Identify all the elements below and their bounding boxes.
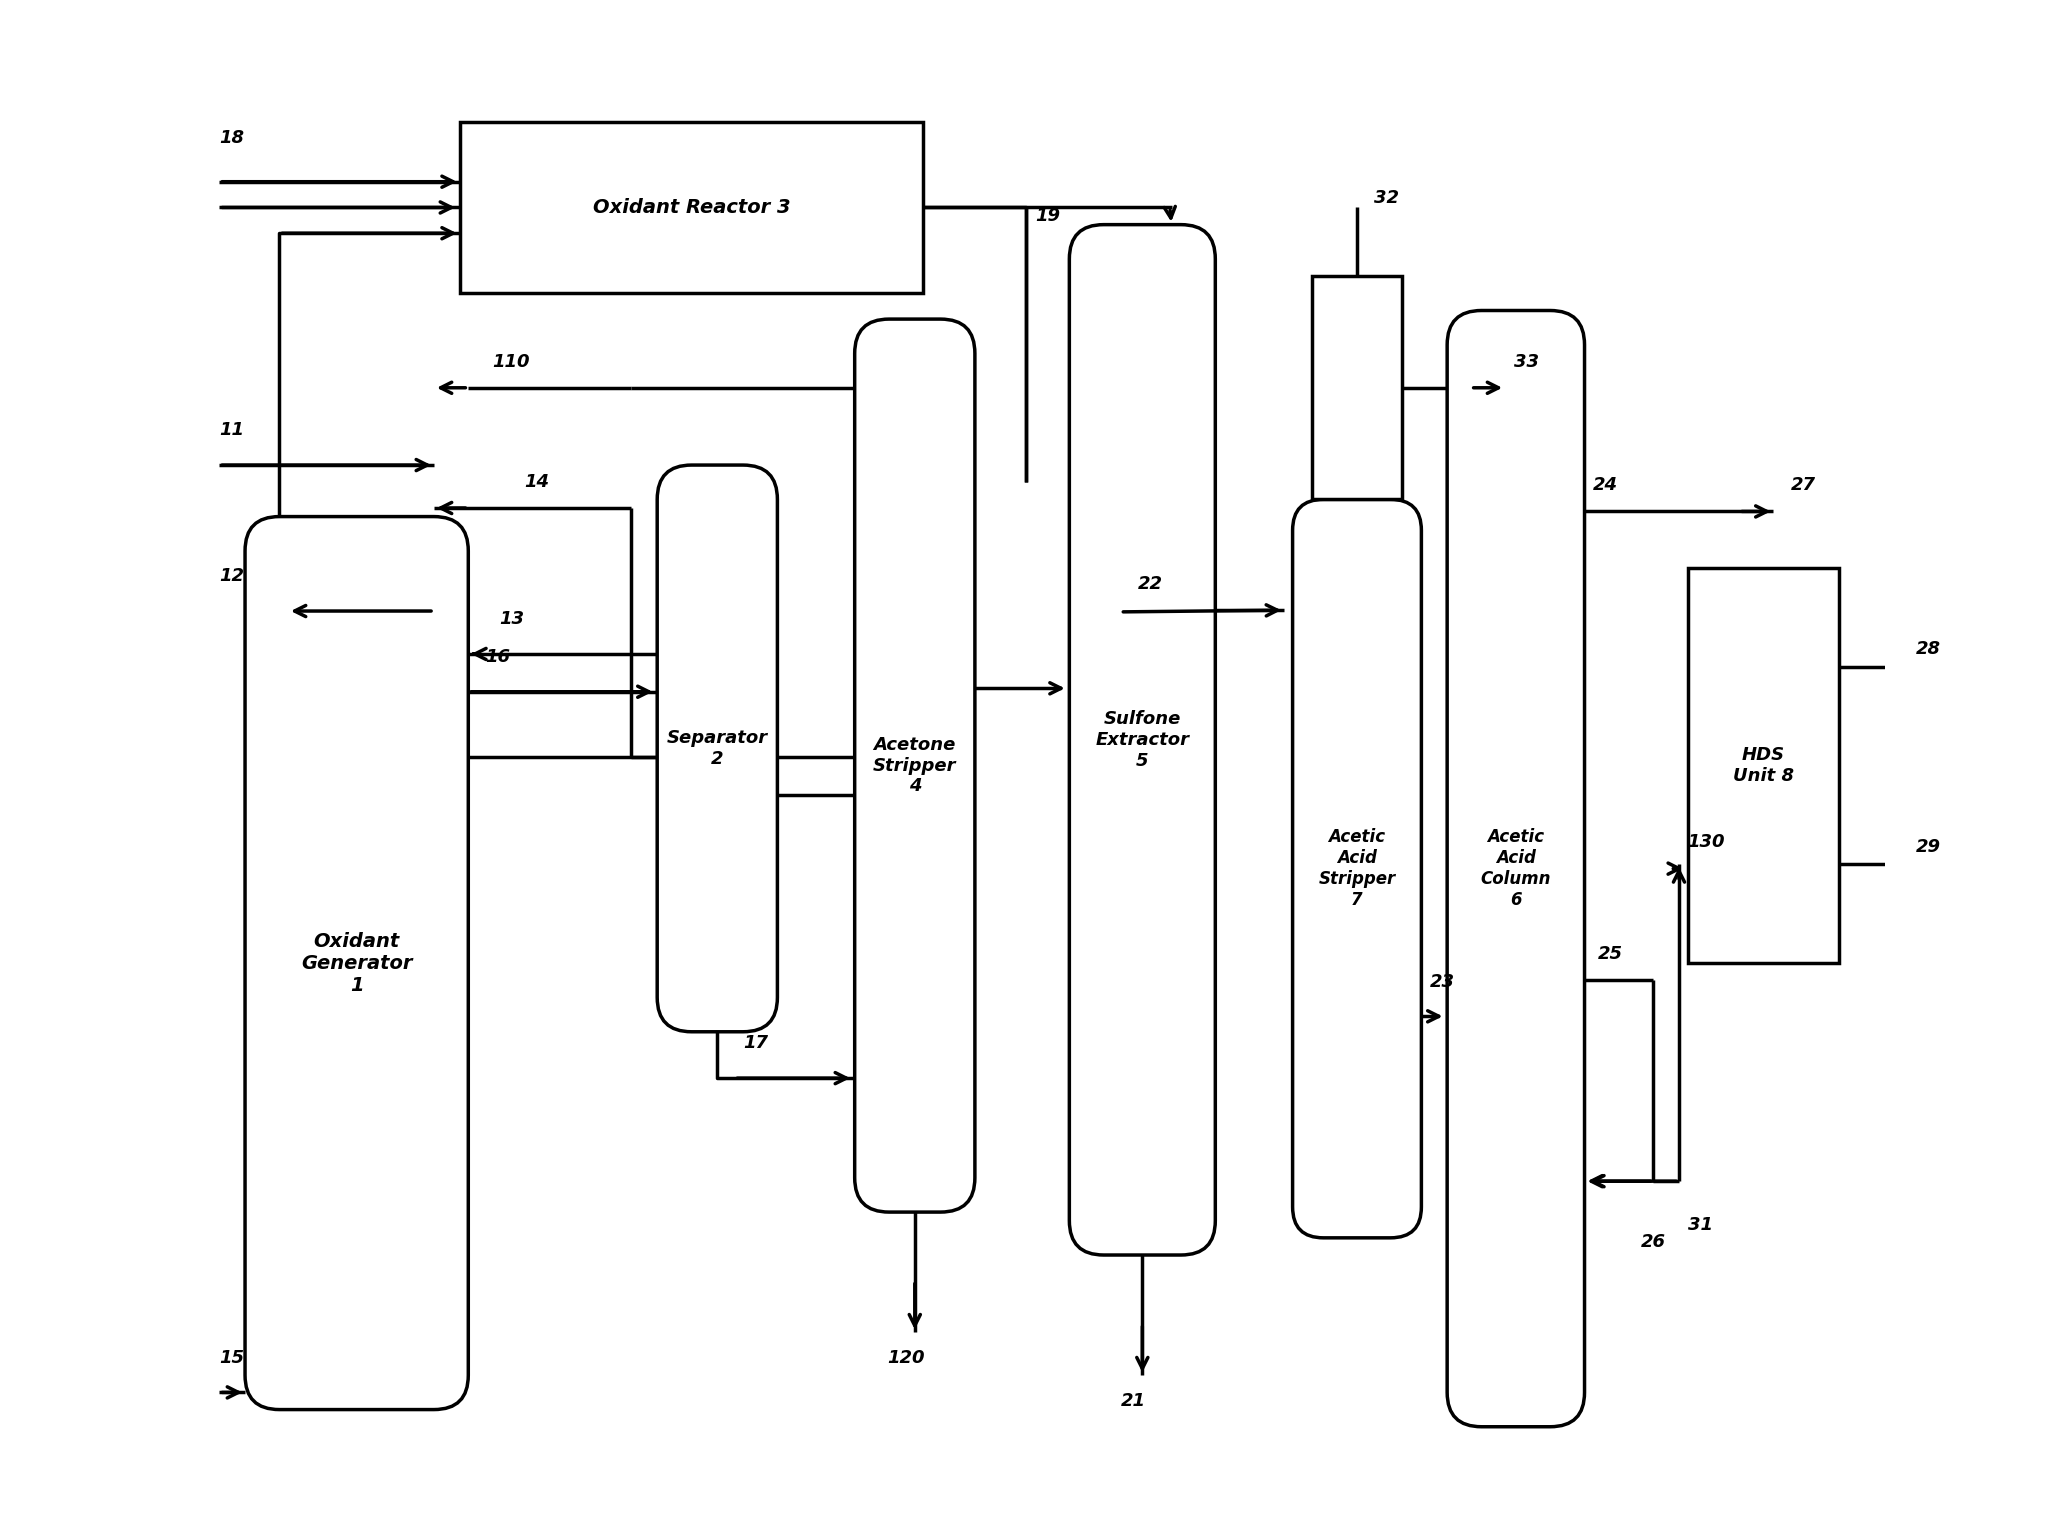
Text: 32: 32 <box>1374 189 1399 207</box>
Text: 13: 13 <box>499 610 524 628</box>
Text: 19: 19 <box>1035 207 1060 226</box>
Text: 11: 11 <box>219 421 244 439</box>
FancyBboxPatch shape <box>1070 224 1215 1255</box>
FancyBboxPatch shape <box>1292 500 1422 1238</box>
Text: 120: 120 <box>888 1349 925 1367</box>
Text: Acetone
Stripper
4: Acetone Stripper 4 <box>874 736 956 795</box>
Text: Oxidant Reactor 3: Oxidant Reactor 3 <box>592 198 791 217</box>
Text: Separator
2: Separator 2 <box>667 730 768 768</box>
FancyBboxPatch shape <box>855 319 975 1213</box>
Text: Oxidant
Generator
1: Oxidant Generator 1 <box>300 931 412 995</box>
Text: 31: 31 <box>1687 1216 1712 1234</box>
Text: 22: 22 <box>1138 575 1163 593</box>
Text: Acetic
Acid
Column
6: Acetic Acid Column 6 <box>1480 828 1550 908</box>
Bar <box>1687 568 1838 963</box>
FancyBboxPatch shape <box>1447 310 1584 1426</box>
Text: Acetic
Acid
Stripper
7: Acetic Acid Stripper 7 <box>1319 828 1395 908</box>
Text: 18: 18 <box>219 129 244 147</box>
FancyBboxPatch shape <box>244 516 468 1410</box>
Text: 23: 23 <box>1430 972 1455 990</box>
FancyBboxPatch shape <box>656 465 778 1031</box>
Text: 33: 33 <box>1513 353 1538 371</box>
Text: 27: 27 <box>1791 477 1815 494</box>
Text: 110: 110 <box>493 353 530 371</box>
Text: 12: 12 <box>219 568 244 586</box>
Text: Sulfone
Extractor
5: Sulfone Extractor 5 <box>1095 710 1190 769</box>
Text: 14: 14 <box>524 472 549 491</box>
Text: 130: 130 <box>1687 833 1724 851</box>
Bar <box>1312 276 1401 500</box>
Text: 28: 28 <box>1917 640 1942 659</box>
Text: 26: 26 <box>1642 1232 1666 1251</box>
Text: 21: 21 <box>1122 1393 1147 1411</box>
Text: HDS
Unit 8: HDS Unit 8 <box>1733 746 1793 784</box>
Text: 24: 24 <box>1594 477 1619 494</box>
Text: 25: 25 <box>1598 945 1623 963</box>
Text: 15: 15 <box>219 1349 244 1367</box>
Text: 16: 16 <box>486 648 511 666</box>
Text: 17: 17 <box>743 1034 768 1052</box>
Bar <box>460 121 923 294</box>
Text: 29: 29 <box>1917 837 1942 855</box>
